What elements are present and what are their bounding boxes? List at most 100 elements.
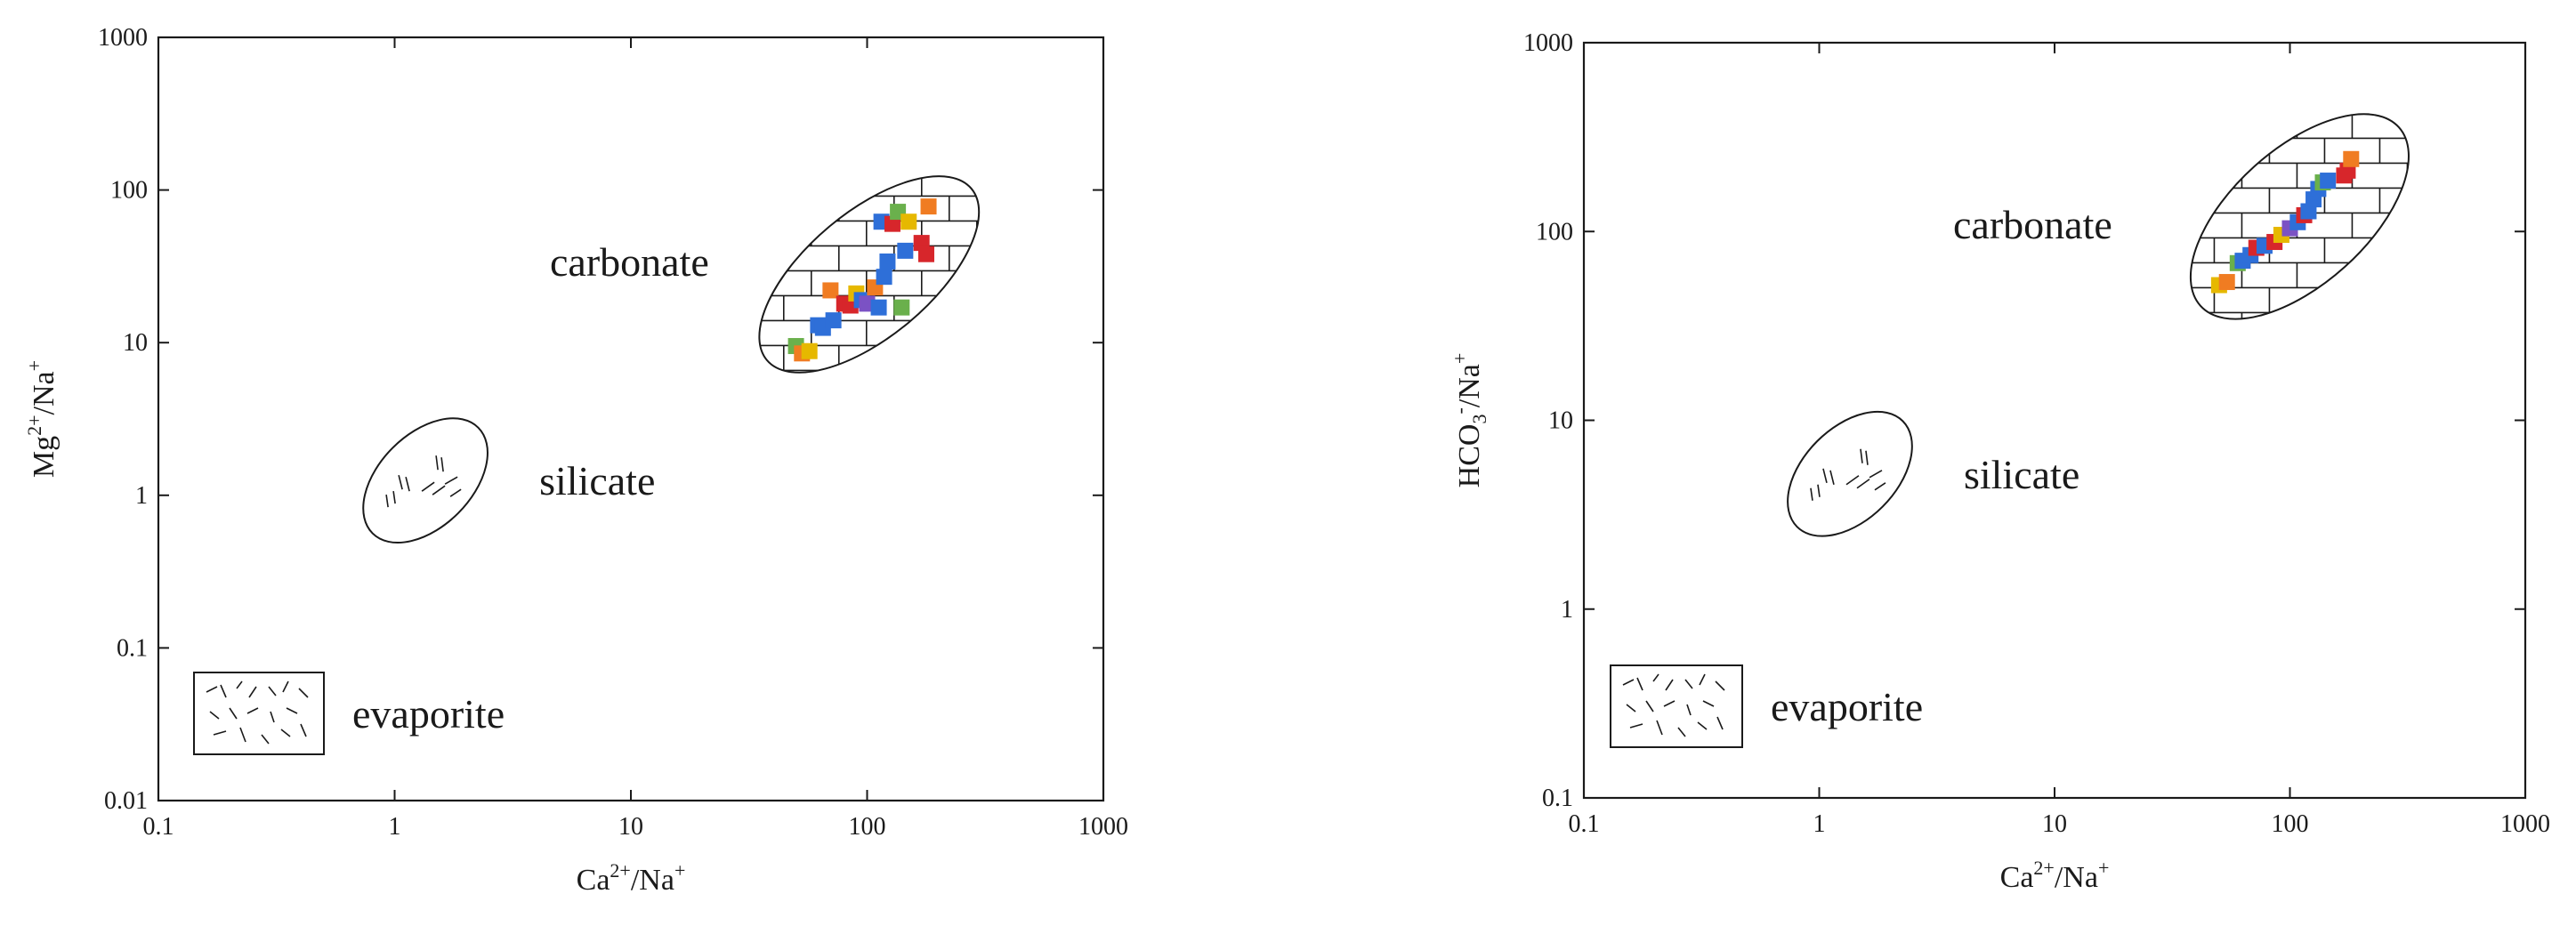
y-axis-label: HCO3-/Na+ [1449,353,1490,488]
silicate-mark [444,476,458,485]
data-point [900,213,917,230]
axis-label-part: 2+ [610,859,630,882]
silicate-mark [440,457,444,472]
data-point [893,299,910,316]
silicate-mark [398,474,403,490]
evaporite-mark [229,707,238,720]
x-tick-label: 10 [2042,810,2067,838]
evaporite-label: evaporite [1771,684,1923,729]
x-axis-label: Ca2+/Na+ [2000,857,2110,894]
axis-label-part: + [1449,353,1471,364]
axis-label-part: 2+ [23,415,45,435]
evaporite-mark [282,680,289,693]
y-tick-label: 10 [1548,407,1573,435]
y-tick-label: 0.1 [117,634,148,662]
axis-label-part: /Na [28,371,61,415]
axis-label-part: /Na [1453,364,1486,407]
data-point [2320,173,2337,189]
silicate-mark [1869,470,1883,479]
axis-label-part: Ca [2000,861,2034,894]
evaporite-mark [1629,723,1643,729]
axis-label-part: Mg [28,436,61,478]
silicate-mark [432,485,446,495]
evaporite-mark [220,684,227,698]
silicate-mark [421,481,435,492]
x-tick-label: 0.1 [1569,810,1600,838]
x-tick-label: 1 [1813,810,1826,838]
evaporite-mark [209,711,220,720]
silicate-mark [1865,450,1869,465]
y-tick-label: 100 [1536,218,1573,246]
evaporite-mark [246,707,259,714]
silicate-mark [1845,475,1860,486]
evaporite-box [1610,664,1743,748]
data-point [897,242,914,259]
evaporite-mark [300,723,307,737]
y-tick-label: 0.01 [104,787,148,815]
evaporite-mark [206,686,218,693]
evaporite-mark [1686,704,1692,716]
evaporite-mark [298,688,309,698]
evaporite-mark [248,686,257,698]
evaporite-mark [1677,727,1686,737]
carbonate-label: carbonate [550,239,709,285]
carbonate-ellipse [2189,113,2410,320]
evaporite-mark [1702,700,1715,707]
data-point [870,299,887,316]
data-point [884,215,900,232]
evaporite-mark [236,680,243,689]
silicate-mark [1822,468,1828,483]
evaporite-mark [270,711,275,723]
evaporite-mark [1665,679,1674,691]
axis-label-part: Ca [577,864,610,897]
data-point [2343,150,2360,167]
evaporite-mark [261,734,270,745]
y-tick-label: 100 [110,177,148,205]
axis-label-part: 3 [1468,415,1490,424]
data-point [822,282,839,299]
evaporite-mark [1697,721,1708,730]
axis-label-part: + [23,360,45,371]
axis-label-part: /Na [631,864,674,897]
y-tick-label: 1000 [98,24,148,52]
evaporite-mark [239,727,246,743]
data-point [2218,274,2235,291]
data-point [917,246,934,262]
evaporite-mark [213,730,227,736]
evaporite-mark [1715,680,1725,691]
silicate-mark [1817,484,1821,497]
silicate-mark [385,495,389,508]
chart-panel-right: 0.1 1 10 100 10000.11101001000Ca2+/Na+HCO3-/… [1449,29,2550,894]
data-point [876,269,892,286]
evaporite-mark [286,707,298,714]
plot-frame [1582,41,2527,800]
chart-panel-left: 0.1 1 10 100 10000.010.11101001000Ca2+/Na+Mg… [23,24,1128,897]
axis-label-part: /Na [2055,861,2098,894]
silicate-label: silicate [1964,452,2079,497]
y-tick-label: 1 [135,482,148,510]
evaporite-label: evaporite [352,691,505,737]
evaporite-mark [1626,704,1636,713]
x-tick-label: 100 [849,813,886,841]
evaporite-mark [1684,679,1693,689]
x-tick-label: 100 [2272,810,2309,838]
evaporite-mark [1622,679,1635,686]
evaporite-mark [268,686,277,696]
x-tick-label: 10 [618,813,643,841]
data-point [801,342,818,359]
axis-label-part: + [674,859,685,882]
data-point [879,253,896,270]
carbonate-ellipse [758,175,981,374]
silicate-mark [1810,487,1813,501]
evaporite-box [193,672,325,755]
silicate-mark [392,491,396,504]
plot-frame [157,36,1105,802]
evaporite-mark [1716,716,1724,730]
axis-label-part: HCO [1453,424,1486,488]
silicate-mark [1874,482,1886,491]
data-point [920,198,937,215]
silicate-ellipse [362,417,489,544]
axis-label-part: + [2098,857,2109,879]
silicate-mark [1829,470,1835,485]
